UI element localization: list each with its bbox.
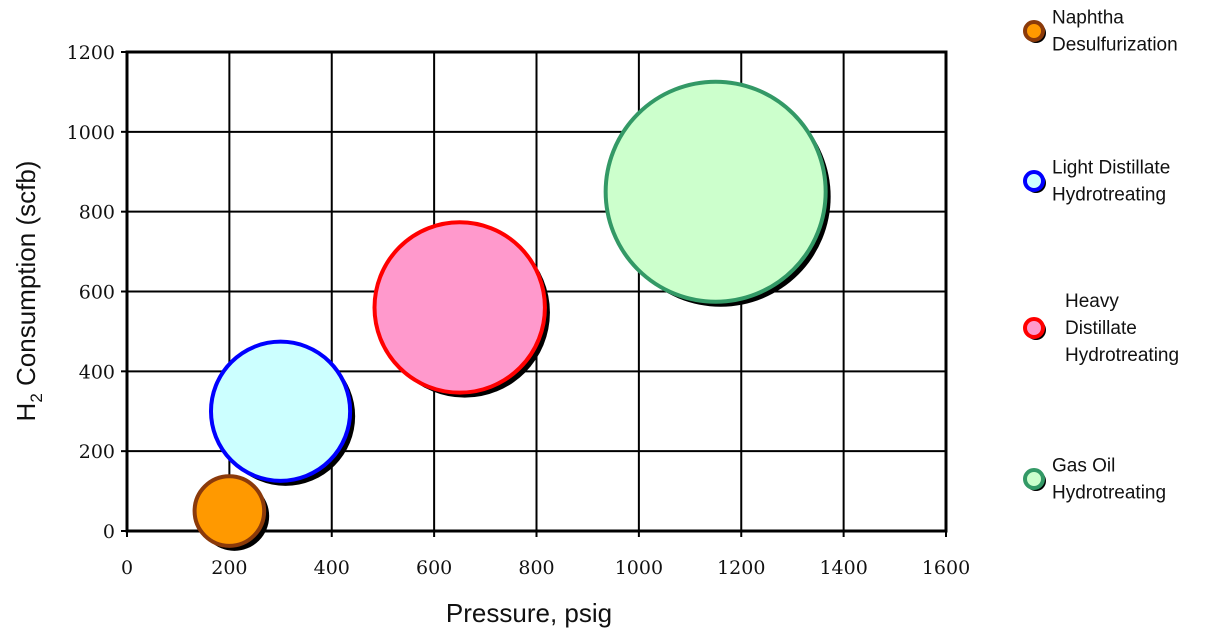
legend-label-line: Hydrotreating: [1065, 345, 1179, 366]
x-tick-label: 1000: [615, 557, 663, 579]
bubble-2: [208, 339, 356, 486]
legend-label-line: Light Distillate: [1052, 158, 1170, 179]
y-axis-ticks: 0 200 400 600 800 1000 1200: [67, 42, 127, 543]
legend-marker: [1023, 20, 1045, 42]
legend-label-line: Heavy: [1065, 291, 1119, 312]
y-axis-title: H2 Consumption (scfb): [11, 161, 46, 422]
bubble-point: [372, 220, 547, 395]
x-tick-label: 600: [416, 557, 452, 579]
bubbles: [192, 79, 831, 551]
legend-item: Gas Oil Hydrotreating: [1023, 456, 1166, 504]
x-tick-label: 200: [211, 557, 247, 579]
bubble-point: [208, 339, 353, 483]
legend-item: Heavy Distillate Hydrotreating: [1023, 291, 1179, 366]
y-tick-label: 0: [103, 521, 115, 543]
y-axis-title-rest: Consumption (scfb): [11, 161, 41, 394]
legend-label-line: Gas Oil: [1052, 456, 1115, 477]
y-tick-label: 600: [79, 282, 115, 304]
legend-marker: [1023, 468, 1045, 490]
y-axis-title-main: H: [11, 403, 41, 422]
bubble-3: [372, 220, 550, 398]
x-axis-ticks: 0 200 400 600 800 1000 1200 1400 1600: [121, 531, 970, 579]
legend-item: Naphtha Desulfurization: [1023, 8, 1178, 56]
x-tick-label: 1200: [717, 557, 765, 579]
y-tick-label: 800: [79, 202, 115, 224]
x-tick-label: 1400: [819, 557, 867, 579]
legend-marker: [1023, 170, 1045, 192]
y-tick-label: 1200: [67, 42, 115, 64]
bubble-1: [192, 474, 270, 551]
bubble-point: [192, 474, 267, 548]
x-tick-label: 1600: [922, 557, 970, 579]
legend-label-line: Hydrotreating: [1052, 185, 1166, 206]
legend-label-line: Desulfurization: [1052, 35, 1178, 56]
x-axis-title: Pressure, psig: [446, 598, 612, 628]
x-tick-label: 400: [314, 557, 350, 579]
y-tick-label: 400: [79, 361, 115, 383]
legend-label-line: Distillate: [1065, 318, 1137, 339]
legend-label-line: Naphtha: [1052, 8, 1124, 29]
legend-item: Light Distillate Hydrotreating: [1023, 158, 1170, 206]
legend-marker: [1023, 317, 1045, 339]
bubble-point: [603, 79, 828, 304]
bubble-4: [603, 79, 831, 307]
x-tick-label: 0: [121, 557, 133, 579]
y-axis-title-subscript: 2: [27, 393, 46, 402]
y-tick-label: 200: [79, 441, 115, 463]
y-tick-label: 1000: [67, 122, 115, 144]
legend: Naphtha Desulfurization Light Distillate Hy…: [1023, 8, 1179, 504]
legend-label-line: Hydrotreating: [1052, 483, 1166, 504]
x-tick-label: 800: [518, 557, 554, 579]
